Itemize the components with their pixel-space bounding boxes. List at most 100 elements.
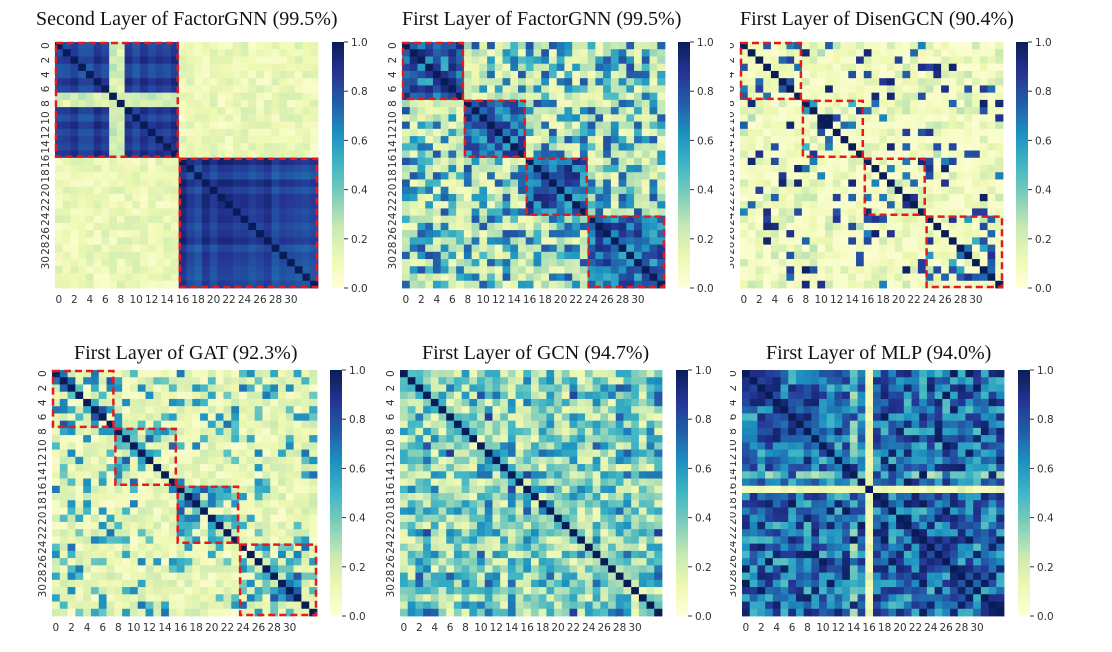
heatmap-cell (933, 215, 942, 224)
heatmap-cell (90, 514, 100, 523)
heatmap-cell (556, 172, 565, 180)
heatmap-cell (948, 92, 957, 101)
heatmap-cell (301, 427, 310, 436)
heatmap-cell (879, 157, 888, 166)
heatmap-cell (587, 222, 596, 231)
heatmap-cell (85, 128, 95, 137)
heatmap-cell (995, 251, 1004, 260)
heatmap-cell (207, 493, 217, 501)
heatmap-cell (817, 150, 826, 159)
heatmap-cell (995, 56, 1004, 65)
heatmap-cell (256, 179, 265, 188)
heatmap-cell (440, 208, 449, 217)
heatmap-cell (809, 114, 818, 122)
heatmap-cell (263, 136, 272, 144)
heatmap-cell (114, 529, 123, 537)
heatmap-cell (168, 384, 178, 393)
heatmap-cell (240, 136, 249, 144)
heatmap-cell (502, 280, 511, 289)
heatmap-cell (140, 237, 149, 245)
heatmap-cell (168, 514, 178, 523)
heatmap-cell (863, 92, 872, 101)
heatmap-cell (201, 49, 211, 57)
heatmap-cell (502, 172, 511, 180)
heatmap-cell (987, 114, 996, 122)
heatmap-cell (964, 121, 973, 130)
heatmap-cell (572, 251, 581, 260)
panel-title: First Layer of GCN (94.7%) (422, 342, 650, 364)
heatmap-cell (83, 587, 92, 595)
heatmap-cell (894, 49, 903, 57)
heatmap-cell (207, 558, 217, 566)
heatmap-cell (917, 251, 927, 260)
heatmap-cell (122, 558, 131, 566)
heatmap-cell (201, 114, 211, 122)
heatmap-cell (649, 136, 658, 144)
heatmap-cell (287, 92, 296, 101)
heatmap-cell (129, 427, 139, 436)
heatmap-cell (285, 558, 295, 566)
heatmap-cell (502, 114, 511, 122)
heatmap-cell (502, 208, 511, 217)
heatmap-cell (293, 565, 302, 573)
heatmap-cell (740, 128, 749, 137)
heatmap-cell (626, 186, 635, 195)
heatmap-cell (201, 150, 211, 159)
heatmap-cell (287, 99, 296, 108)
heatmap-cell (98, 406, 107, 414)
heatmap-cell (217, 273, 226, 282)
heatmap-cell (615, 391, 624, 400)
heatmap-cell (285, 507, 295, 516)
heatmap-cell (809, 121, 818, 130)
heatmap-cell (654, 377, 663, 385)
heatmap-cell (262, 413, 271, 422)
heatmap-cell (114, 406, 123, 414)
x-tick-label: 12 (143, 622, 156, 634)
heatmap-cell (502, 49, 511, 57)
heatmap-cell (132, 230, 141, 238)
heatmap-cell (417, 136, 426, 144)
heatmap-cell (763, 78, 772, 86)
heatmap-cell (910, 143, 919, 151)
heatmap-cell (518, 136, 527, 144)
heatmap-cell (201, 157, 211, 166)
heatmap-cell (161, 572, 170, 581)
heatmap-cell (809, 273, 818, 282)
heatmap-cell (155, 56, 164, 65)
heatmap-cell (98, 471, 107, 479)
heatmap-cell (579, 56, 589, 65)
heatmap-cell (116, 78, 126, 86)
heatmap-cell (902, 273, 911, 282)
heatmap-cell (631, 384, 640, 393)
heatmap-cell (801, 92, 811, 101)
heatmap-cell (137, 456, 146, 465)
heatmap-cell (533, 186, 542, 195)
heatmap-cell (863, 63, 872, 72)
heatmap-cell (825, 165, 834, 173)
heatmap-cell (114, 435, 123, 443)
y-tick-label: 0 (730, 42, 737, 49)
heatmap-cell (409, 78, 418, 86)
x-tick-label: 2 (68, 622, 75, 634)
heatmap-cell (448, 70, 457, 79)
heatmap-cell (246, 464, 256, 472)
heatmap-cell (263, 121, 272, 130)
heatmap-cell (145, 391, 154, 400)
heatmap-cell (956, 193, 965, 202)
heatmap-cell (209, 78, 218, 86)
heatmap-cell (171, 165, 180, 173)
heatmap-cell (801, 201, 811, 209)
heatmap-cell (510, 193, 519, 202)
heatmap-cell (287, 172, 296, 180)
heatmap-cell (145, 529, 154, 537)
heatmap-cell (871, 222, 880, 231)
heatmap-cell (548, 136, 558, 144)
heatmap-cell (302, 143, 311, 151)
heatmap-cell (201, 107, 211, 115)
heatmap-cell (137, 464, 146, 472)
heatmap-cell (294, 121, 303, 130)
heatmap-cell (948, 215, 957, 224)
heatmap-cell (848, 215, 857, 224)
heatmap-cell (770, 42, 780, 50)
heatmap-cell (634, 49, 643, 57)
